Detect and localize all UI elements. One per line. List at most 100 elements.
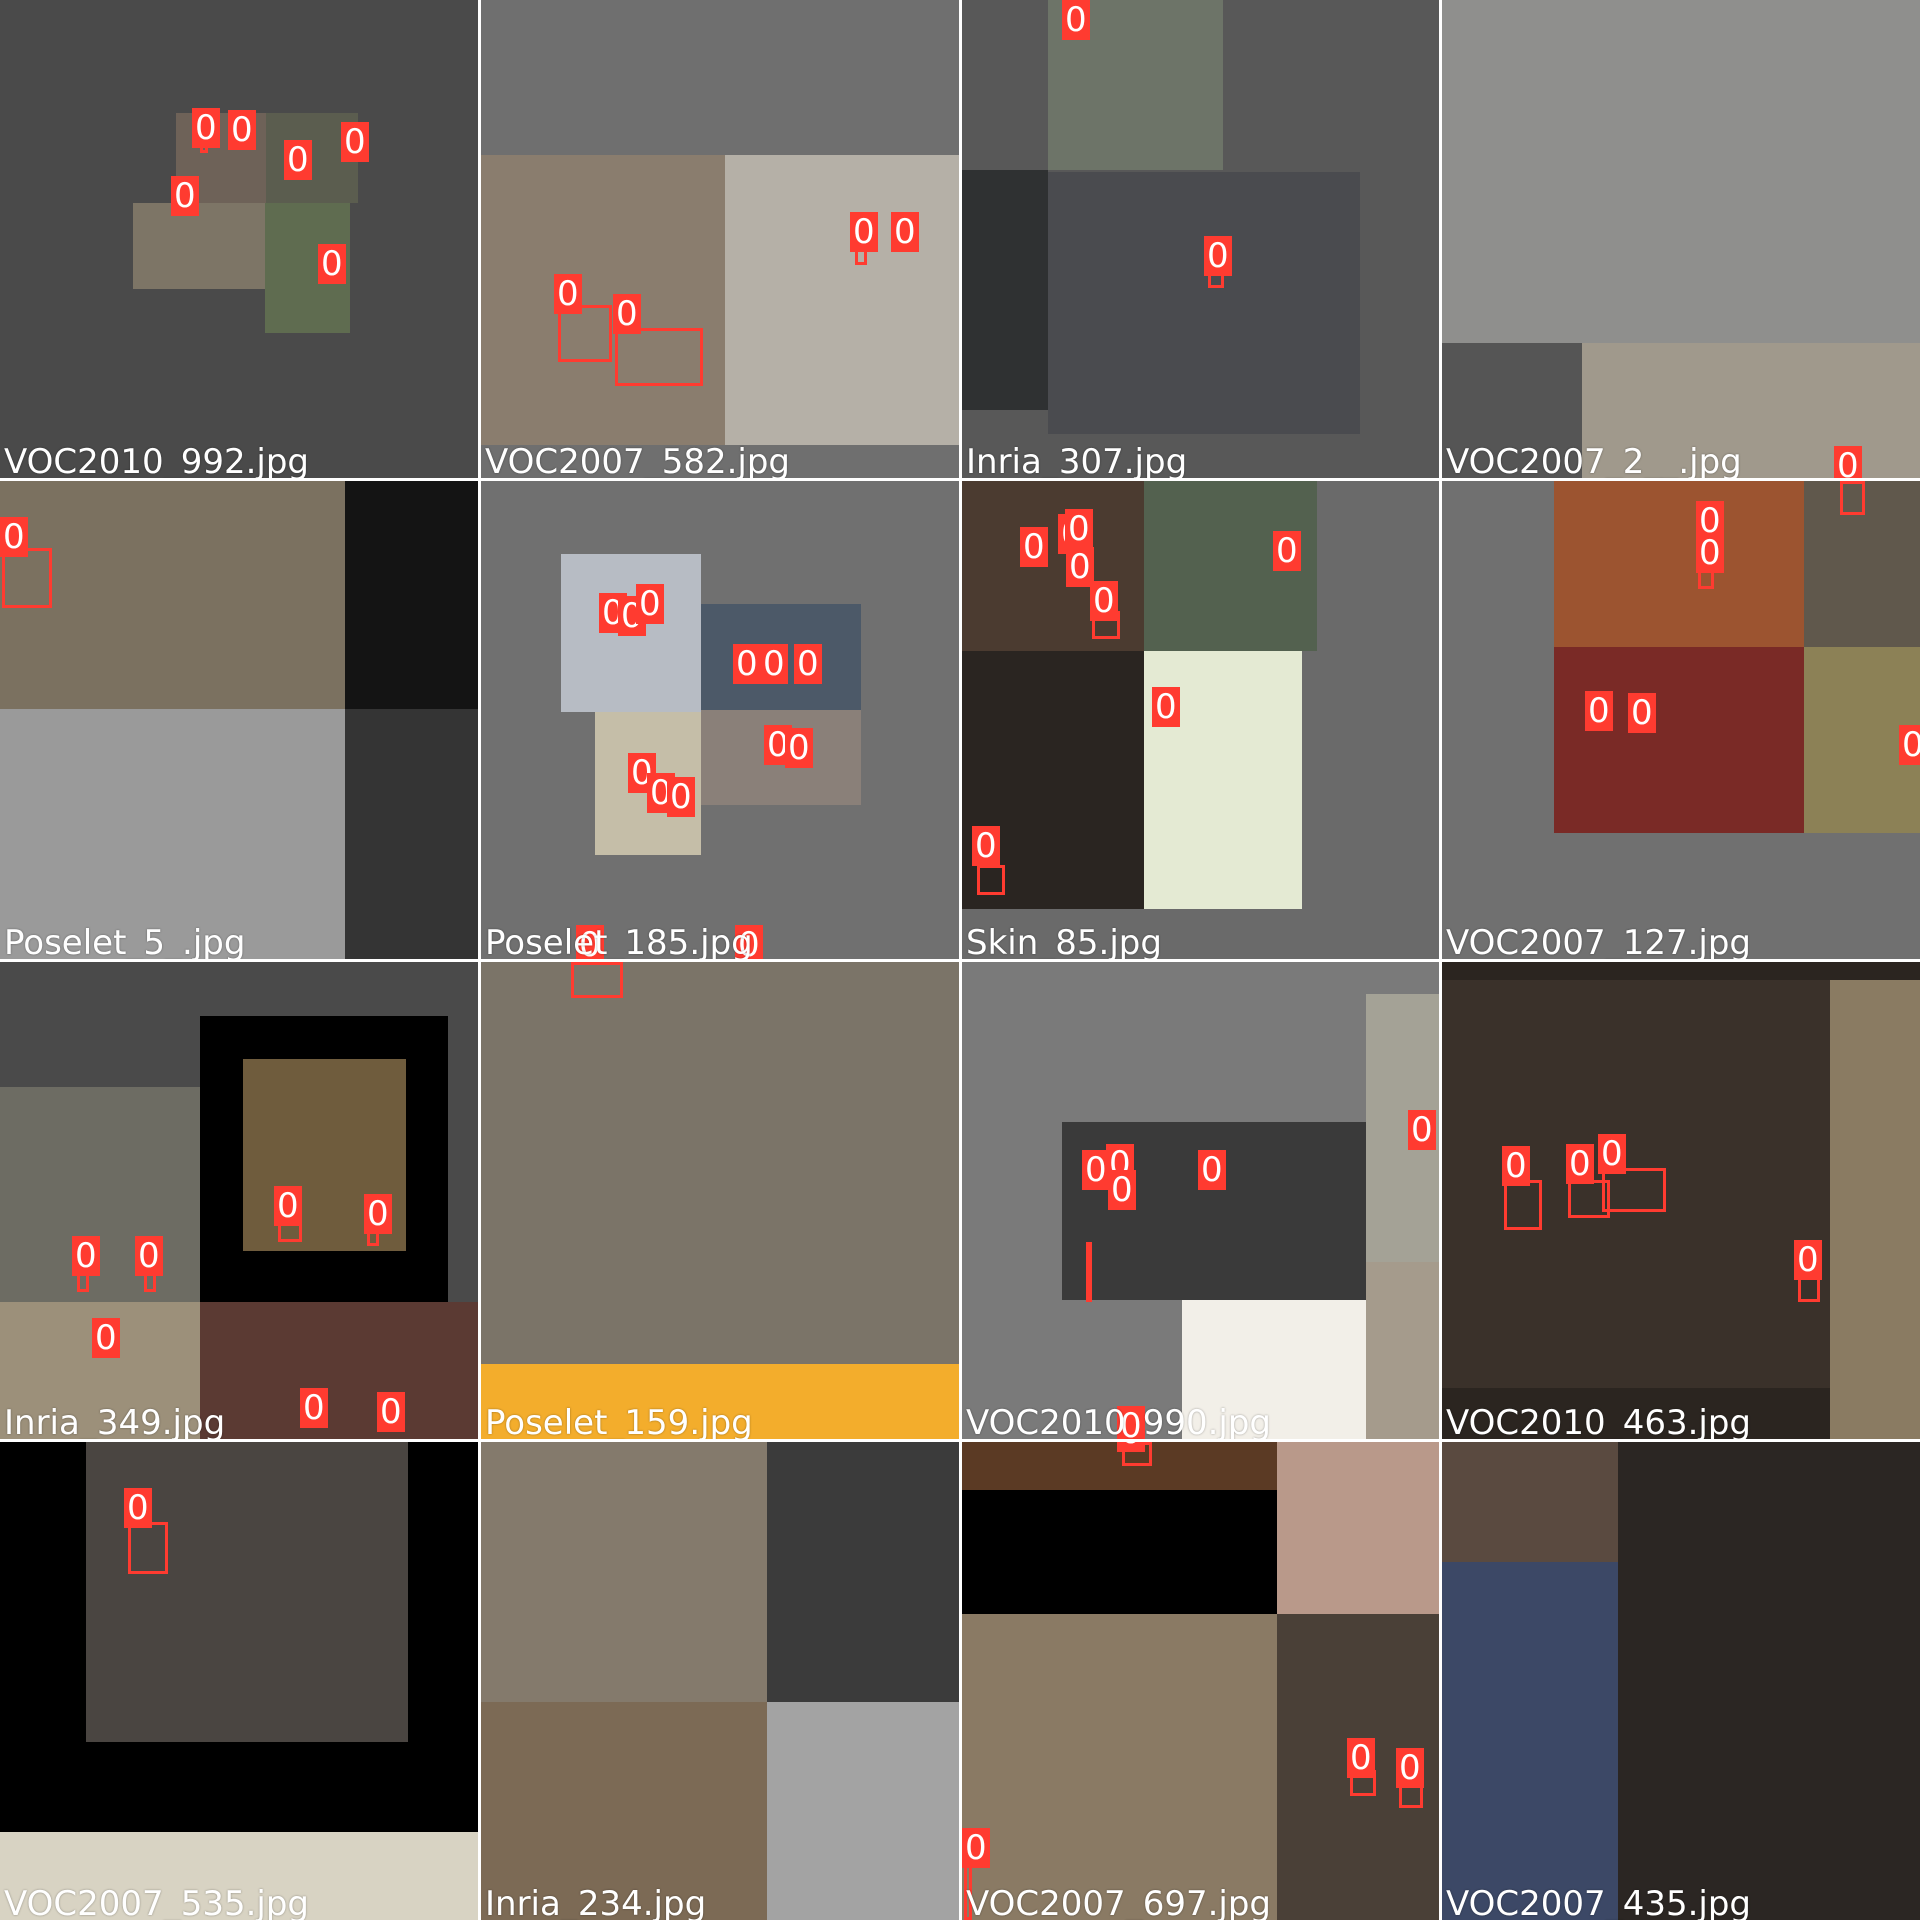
tile-inria-234: Inria_234.jpg [481,1442,959,1920]
class-label: 0 [1065,509,1093,549]
tile-filename: VOC2007_435.jpg [1446,1884,1752,1920]
class-label: 0 [1082,1150,1110,1190]
detection-box [558,305,612,362]
class-label: 0 [1899,725,1920,765]
class-label: 0 [1347,1738,1375,1778]
tile-inria-349: 0 0 0 0 0 0 0 Inria_349.jpg [0,962,478,1439]
tile-filename: VOC2007_2__.jpg [1446,442,1742,478]
photo [345,481,478,709]
class-label: 0 [576,925,604,959]
tile-voc2010-463: 0 0 0 0 VOC2010_463.jpg [1442,962,1920,1439]
class-label: 0 [554,274,582,314]
photo [86,1442,408,1742]
photo [1277,1442,1439,1614]
tile-filename: Poselet_159.jpg [485,1403,753,1439]
class-label: 0 [318,244,346,284]
class-label: 0 [1585,691,1613,731]
class-label: 0 [284,140,312,180]
tile-filename: Inria_234.jpg [485,1884,707,1920]
class-label: 0 [192,108,220,148]
class-label: 0 [377,1392,405,1432]
class-label: 0 [1152,687,1180,727]
class-label: 0 [1628,693,1656,733]
tile-filename: VOC2010_990.jpg [966,1403,1272,1439]
tile-filename: Poselet_5_.jpg [4,923,246,959]
class-label: 0 [1794,1240,1822,1280]
class-label: 0 [1598,1134,1626,1174]
class-label: 0 [1198,1150,1226,1190]
tile-inria-307: 0 0 Inria_307.jpg [962,0,1439,478]
class-label: 0 [613,294,641,334]
photo [481,1364,959,1439]
class-label: 0 [735,925,763,959]
photo [1582,343,1920,478]
detection-box [1840,481,1865,515]
photo [1442,1562,1618,1920]
photo [1554,481,1804,647]
tile-filename: VOC2007_582.jpg [485,442,791,478]
tile-voc2007-582: 0 0 0 0 VOC2007_582.jpg [481,0,959,478]
tile-filename: Inria_307.jpg [966,442,1188,478]
photo [0,1832,478,1920]
photo [962,481,1144,651]
class-label: 0 [1062,0,1090,40]
photo [0,481,345,709]
class-label: 0 [1117,1406,1145,1439]
class-label: 0 [962,1828,990,1868]
tile-voc2007-697: 0 0 0 0 VOC2007_697.jpg [962,1442,1439,1920]
tile-filename: VOC2007_535.jpg [4,1884,310,1920]
photo [1830,980,1920,1439]
detection-box [1086,1242,1092,1302]
class-label: 0 [1273,531,1301,571]
tile-voc2007-2: 0 VOC2007_2__.jpg [1442,0,1920,478]
class-label: 0 [1066,547,1094,587]
photo [133,203,265,289]
photo [345,709,478,959]
class-label: 0 [785,728,813,768]
tile-filename: VOC2007_127.jpg [1446,923,1752,959]
photo [481,1442,767,1702]
detection-box [2,548,52,608]
detection-box [977,865,1005,895]
class-label: 0 [760,644,788,684]
photo [1182,1300,1366,1439]
photo [962,1490,1277,1614]
tile-poselet-185: 0 0 0 0 0 0 0 0 0 0 0 0 0 Poselet_185.jp… [481,481,959,959]
tile-voc2007-127: 0 0 0 0 0 VOC2007_127.jpg [1442,481,1920,959]
class-label: 0 [228,110,256,150]
photo [725,155,959,445]
class-label: 0 [1408,1110,1436,1150]
class-label: 0 [0,517,28,557]
class-label: 0 [1117,1442,1145,1452]
class-label: 0 [135,1236,163,1276]
photo [200,1302,478,1439]
photo [962,170,1048,410]
detection-box [615,328,703,386]
tile-skin-85: 0 0 0 0 0 0 0 0 Skin_85.jpg [962,481,1439,959]
class-label: 0 [124,1488,152,1528]
class-label: 0 [274,1186,302,1226]
class-label: 0 [364,1194,392,1234]
class-label: 0 [1020,527,1048,567]
class-label: 0 [171,176,199,216]
photo [1554,647,1804,833]
photo [481,962,959,1364]
grid-divider [0,478,1920,481]
class-label: 0 [341,122,369,162]
grid-divider [0,959,1920,962]
photo [1048,172,1360,434]
photo [1366,1262,1439,1439]
class-label: 0 [636,584,664,624]
class-label: 0 [733,644,761,684]
class-label: 0 [891,212,919,252]
tile-filename: Inria_349.jpg [4,1403,226,1439]
tile-filename: Poselet_185.jpg [485,923,753,959]
tile-poselet-5: 0 Poselet_5_.jpg [0,481,478,959]
photo [767,1702,959,1920]
photo [767,1442,959,1702]
class-label: 0 [667,777,695,817]
class-label: 0 [300,1388,328,1428]
class-label: 0 [92,1318,120,1358]
tile-filename: Skin_85.jpg [966,923,1162,959]
